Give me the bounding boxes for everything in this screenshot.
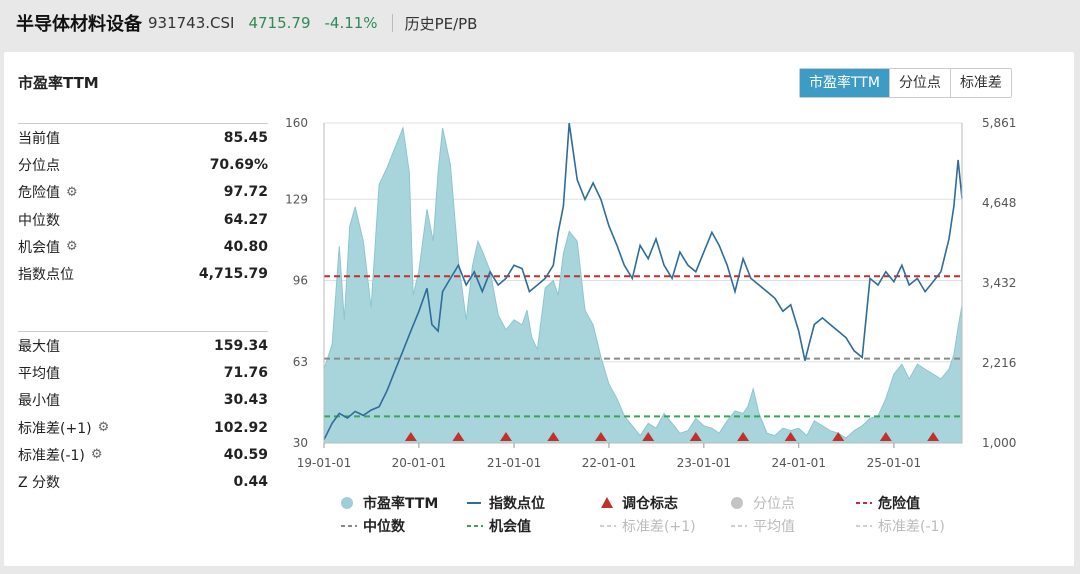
stat-label: 危险值 [18, 185, 60, 202]
stat-value: 85.45 [223, 129, 268, 146]
stat-row-danger: 危险值 ⚙ 97.72 [18, 179, 268, 206]
stat-row-max: 最大值 159.34 [18, 332, 268, 359]
history-pe-pb-link[interactable]: 历史PE/PB [404, 14, 478, 33]
stat-row-median: 中位数 64.27 [18, 206, 268, 233]
stat-value: 159.34 [213, 337, 268, 354]
tab-percentile[interactable]: 分位点 [888, 69, 950, 97]
valuation-card: 市盈率TTM 市盈率TTM 分位点 标准差 当前值 85.45 分位点 70.6… [4, 52, 1074, 566]
index-code: 931743.CSI [148, 14, 235, 32]
header-divider [391, 14, 393, 32]
stat-label: 最小值 [18, 393, 60, 410]
stat-row-opportunity: 机会值 ⚙ 40.80 [18, 233, 268, 260]
index-name: 半导体材料设备 [16, 14, 142, 35]
stat-label: 分位点 [18, 157, 60, 174]
gear-icon[interactable]: ⚙ [66, 184, 78, 200]
stat-value: 4,715.79 [198, 266, 268, 283]
stat-row-percentile: 分位点 70.69% [18, 151, 268, 178]
stat-value: 40.59 [223, 446, 268, 463]
stat-label: 标准差(+1) [18, 420, 92, 437]
stat-label: Z 分数 [18, 475, 61, 492]
stat-row-mean: 平均值 71.76 [18, 359, 268, 386]
stats-group-distribution: 最大值 159.34 平均值 71.76 最小值 30.43 标准差(+1) ⚙ … [18, 331, 268, 496]
tab-std-dev[interactable]: 标准差 [949, 69, 1011, 97]
metric-tabs: 市盈率TTM 分位点 标准差 [799, 68, 1012, 98]
index-header: 半导体材料设备 931743.CSI 4715.79 -4.11% 历史PE/P… [0, 0, 1080, 46]
stat-value: 70.69% [209, 156, 268, 173]
index-change: -4.11% [324, 14, 378, 32]
stat-row-min: 最小值 30.43 [18, 387, 268, 414]
gear-icon[interactable]: ⚙ [97, 420, 110, 436]
stat-value: 30.43 [223, 392, 268, 409]
stat-value: 0.44 [233, 474, 268, 491]
stat-value: 97.72 [223, 184, 268, 201]
stat-value: 64.27 [223, 211, 268, 228]
stat-row-std-minus: 标准差(-1) ⚙ 40.59 [18, 441, 268, 468]
gear-icon[interactable]: ⚙ [66, 239, 78, 255]
stat-label: 当前值 [18, 130, 60, 147]
index-price: 4715.79 [248, 14, 311, 32]
stat-label: 机会值 [18, 239, 60, 256]
stat-row-current: 当前值 85.45 [18, 124, 268, 151]
tab-pe-ttm[interactable]: 市盈率TTM [800, 69, 889, 97]
stat-row-z-score: Z 分数 0.44 [18, 468, 268, 495]
stat-label: 最大值 [18, 338, 60, 355]
gear-icon[interactable]: ⚙ [90, 447, 103, 463]
stat-row-index-level: 指数点位 4,715.79 [18, 260, 268, 287]
stat-value: 40.80 [223, 238, 268, 255]
stats-group-current: 当前值 85.45 分位点 70.69% 危险值 ⚙ 97.72 中位数 64.2… [18, 123, 268, 288]
stat-label: 中位数 [18, 212, 60, 229]
stat-label: 平均值 [18, 365, 60, 382]
stat-label: 标准差(-1) [18, 447, 85, 464]
stat-value: 102.92 [213, 419, 268, 436]
stat-value: 71.76 [223, 364, 268, 381]
panel-title: 市盈率TTM [18, 74, 99, 92]
stat-row-std-plus: 标准差(+1) ⚙ 102.92 [18, 414, 268, 441]
stat-label: 指数点位 [18, 267, 74, 284]
